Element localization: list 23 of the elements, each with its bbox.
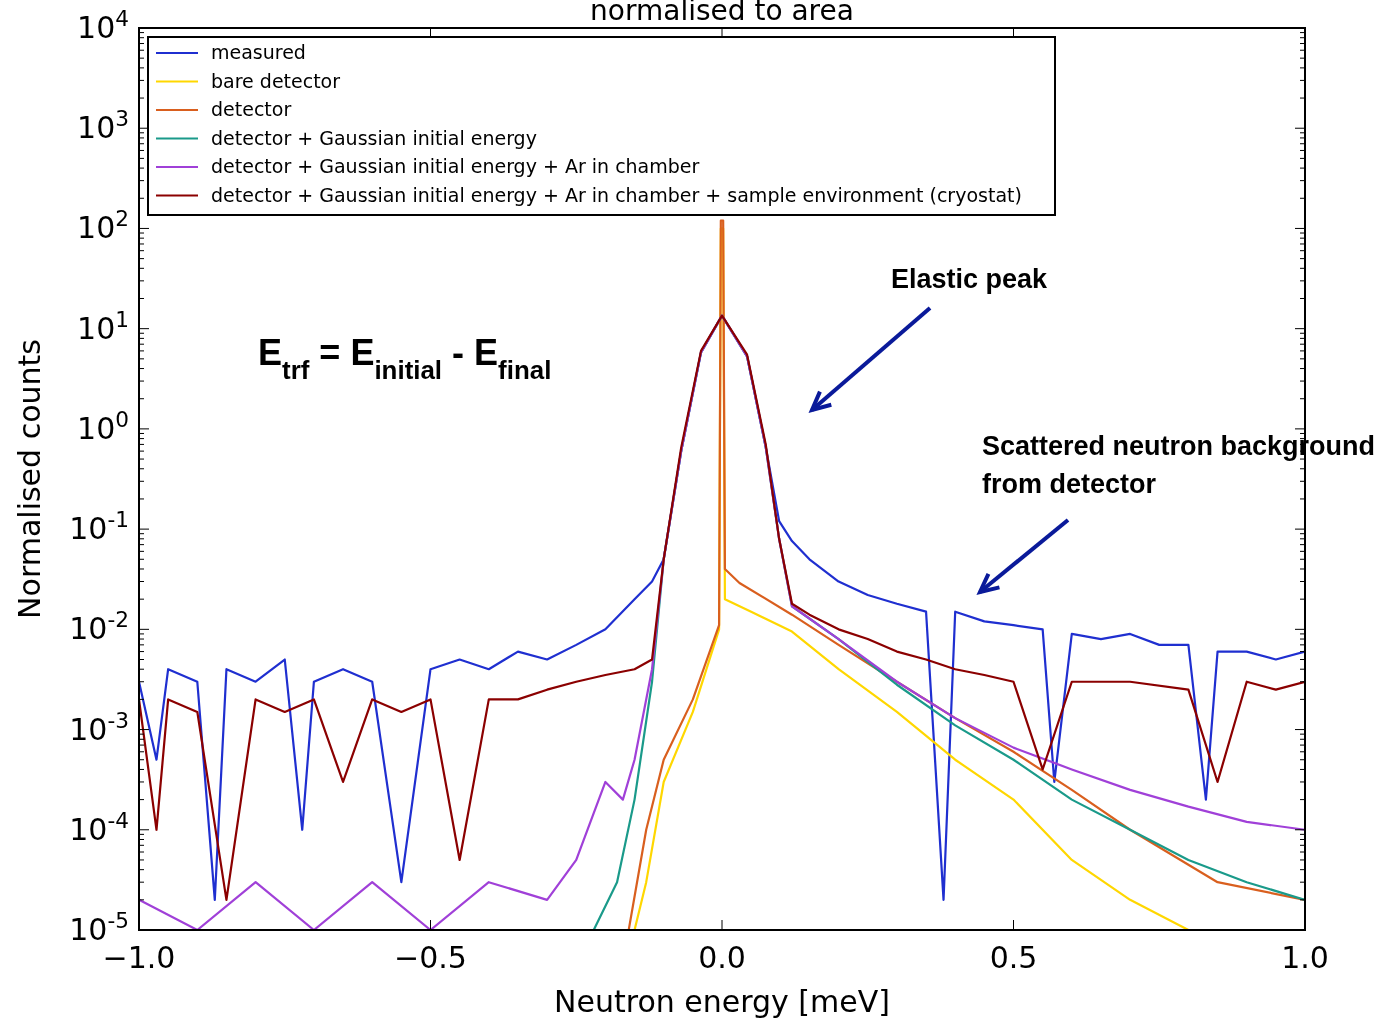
y-tick-label: 10$^{-1}$ bbox=[69, 506, 129, 547]
y-tick-label: 10$^{2}$ bbox=[77, 205, 129, 246]
x-tick-label: 1.0 bbox=[1281, 940, 1329, 975]
x-tick-label: −0.5 bbox=[394, 940, 467, 975]
x-tick-label: 0.0 bbox=[698, 940, 746, 975]
legend-label: detector + Gaussian initial energy bbox=[211, 126, 537, 149]
legend-label: measured bbox=[211, 41, 306, 63]
annotation: Elastic peak bbox=[891, 264, 1049, 294]
legend-label: detector + Gaussian initial energy + Ar in chamber bbox=[211, 155, 700, 177]
x-tick-label: 0.5 bbox=[989, 940, 1038, 975]
y-tick-label: 10$^{0}$ bbox=[77, 406, 129, 446]
y-tick-label: 10$^{1}$ bbox=[77, 306, 129, 346]
y-tick-label: 10$^{3}$ bbox=[77, 105, 129, 146]
x-axis-title: Neutron energy [meV] bbox=[554, 984, 890, 1019]
y-tick-label: 10$^{-4}$ bbox=[69, 807, 129, 847]
annotation: E$_{trf}$ = E$_{initial}$ - E$_{final}$ bbox=[258, 332, 552, 384]
legend-label: bare detector bbox=[211, 69, 341, 92]
y-tick-label: 10$^{-2}$ bbox=[69, 606, 129, 647]
y-tick-label: 10$^{4}$ bbox=[77, 5, 129, 45]
legend-label: detector bbox=[211, 98, 292, 120]
y-axis-title: Normalised counts bbox=[12, 339, 47, 619]
legend-label: detector + Gaussian initial energy + Ar in chamber + sample environment (cryostat) bbox=[211, 183, 1022, 206]
y-tick-label: 10$^{-3}$ bbox=[69, 707, 129, 747]
